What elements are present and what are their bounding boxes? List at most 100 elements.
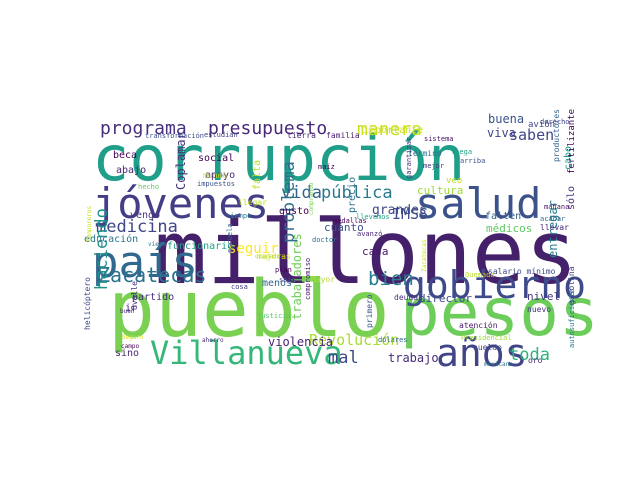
word-85: estudian <box>204 131 238 139</box>
word-77: Presidencial <box>461 334 512 342</box>
word-38: abajo <box>116 165 146 176</box>
word-72: justicia <box>257 312 291 320</box>
word-16: haciendo <box>92 208 112 290</box>
word-97: impuestos <box>197 180 235 188</box>
word-51: partido <box>132 292 174 303</box>
word-75: deuda <box>394 293 418 302</box>
word-108: primero <box>365 294 374 328</box>
word-78: sueldo <box>473 343 502 352</box>
word-26: Revolución <box>309 331 399 349</box>
word-83: familia <box>326 131 360 140</box>
word-25: seguir <box>228 241 279 257</box>
word-60: falten <box>485 211 521 222</box>
word-69: compromiso <box>304 258 312 300</box>
word-79: oro <box>528 356 543 365</box>
word-44: precio <box>347 177 358 213</box>
word-30: médicos <box>486 222 532 235</box>
word-47: casa <box>362 245 389 258</box>
word-88: acabar <box>540 215 565 223</box>
word-106: cosa <box>231 283 248 291</box>
word-2: pueblo <box>108 265 390 355</box>
word-99: llegar <box>238 198 267 207</box>
word-3: pesos <box>400 274 599 351</box>
word-104: avanzó <box>357 230 382 238</box>
word-54: cabo <box>563 146 574 170</box>
word-80: nuevo <box>527 305 551 314</box>
word-10: programa <box>100 118 187 139</box>
word-64: mejoras <box>257 252 291 261</box>
word-9: años <box>436 331 528 375</box>
word-49: nivel <box>527 290 560 303</box>
word-67: salario mínimo <box>488 267 556 276</box>
word-56: fertilizante <box>567 109 577 174</box>
word-103: doctor <box>312 236 337 244</box>
word-8: país <box>92 237 198 288</box>
word-92: arriba <box>460 157 485 165</box>
word-62: término <box>408 148 442 158</box>
word-91: llega <box>451 148 472 156</box>
word-11: presupuesto <box>208 118 327 139</box>
word-115: ocupado <box>255 253 281 260</box>
word-20: IMSS <box>392 205 428 223</box>
word-50: menos <box>262 278 292 289</box>
word-114: campo <box>121 343 139 350</box>
cloud-background <box>83 96 589 384</box>
word-68: medallas <box>333 217 367 225</box>
word-12: Zacatecas <box>98 263 206 287</box>
word-96: hecho <box>138 183 159 191</box>
word-18: pública <box>321 183 393 203</box>
word-27: violencia <box>268 335 333 349</box>
word-43: funcionario <box>167 241 233 252</box>
word-71: atención <box>459 320 498 330</box>
word-53: sino <box>115 348 139 359</box>
word-59: productores <box>552 109 561 162</box>
word-48: director <box>419 292 472 305</box>
word-112: buen <box>120 308 135 315</box>
word-4: salud <box>415 179 541 228</box>
word-98: tiempo <box>226 212 251 220</box>
word-24: mal <box>328 348 359 368</box>
word-40: importante <box>363 125 423 136</box>
word-32: buena <box>488 112 524 126</box>
word-57: vengo <box>130 210 160 221</box>
word-41: falta <box>252 160 263 190</box>
word-113: viene <box>148 241 166 248</box>
word-21: saben <box>509 126 554 144</box>
word-117: Zacatecas <box>421 239 428 272</box>
word-94: garantizar <box>405 137 413 179</box>
word-66: Ovalle <box>130 281 139 310</box>
word-87: llevar <box>540 223 569 232</box>
word-70: llevamos <box>356 213 390 221</box>
word-22: grandes <box>372 203 427 218</box>
word-101: plan <box>275 266 292 274</box>
word-89: mañana <box>544 203 569 211</box>
word-81: mexicano <box>484 361 513 368</box>
word-73: gasolina <box>567 266 576 305</box>
word-31: entregar <box>546 200 560 258</box>
word-100: veo <box>446 176 462 186</box>
word-35: social <box>198 153 234 164</box>
word-42: educación <box>84 233 138 245</box>
word-29: trabajo <box>388 351 439 365</box>
word-33: viva <box>487 126 516 140</box>
word-46: gusto <box>279 206 309 217</box>
word-86: transformación <box>145 132 204 140</box>
word-102: seis <box>279 276 296 284</box>
word-45: cuánto <box>324 221 364 234</box>
word-109: Temporeros <box>86 205 93 242</box>
word-84: sistema <box>424 135 454 143</box>
word-76: dólares <box>378 336 408 344</box>
word-34: cultura <box>417 184 463 197</box>
word-61: mundo <box>203 171 227 180</box>
word-36: apoyo <box>205 170 235 181</box>
word-82: tierra <box>287 131 316 140</box>
word-1: millones <box>154 201 578 304</box>
word-37: beca <box>113 150 137 161</box>
word-39: Coplamar <box>174 132 188 190</box>
word-63: Mayor <box>311 275 335 284</box>
word-5: gobierno <box>403 263 586 307</box>
word-95: maíz <box>318 163 335 171</box>
word-74: autosuficiente <box>568 289 576 348</box>
word-93: mejor <box>423 162 444 170</box>
